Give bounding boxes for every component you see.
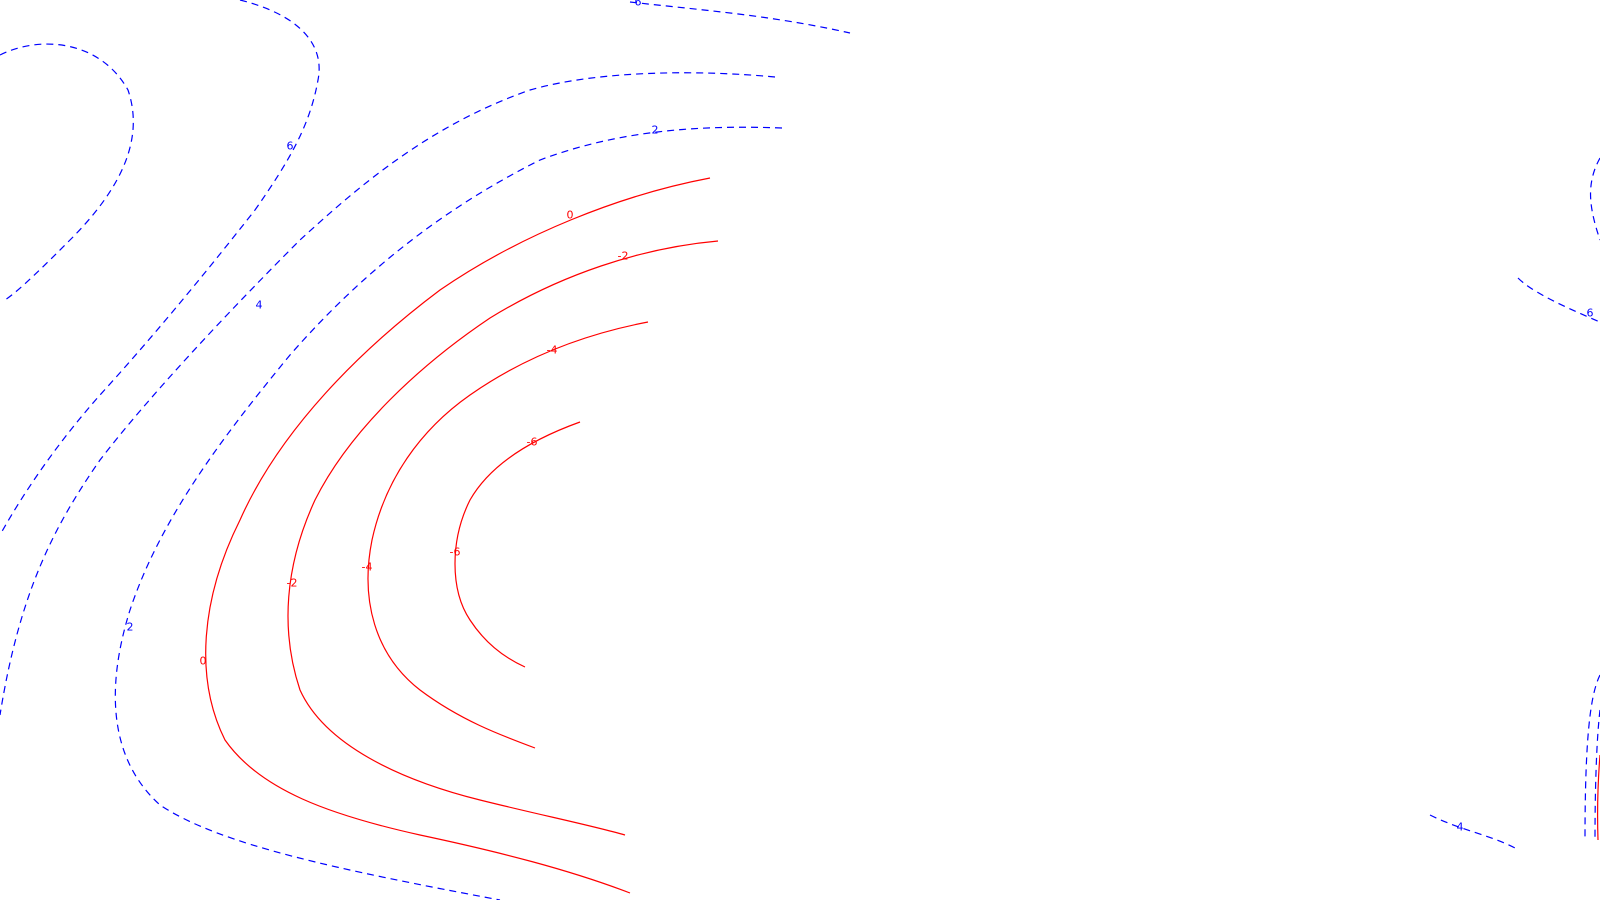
contour-label: -2 <box>287 577 298 590</box>
contour-label: 2 <box>127 621 134 634</box>
contour-labels: 6 6 4 2 2 0 0 -2 -2 -4 -4 -6 -6 6 4 <box>127 0 1594 834</box>
contour-label: 6 <box>635 0 642 9</box>
contour-line <box>1590 157 1600 241</box>
contour-line <box>205 177 711 894</box>
contour-line <box>629 1 851 34</box>
contour-label: -4 <box>547 344 558 357</box>
contour-label: -2 <box>618 250 629 263</box>
contour-line <box>1584 674 1600 841</box>
contour-label: 4 <box>1457 821 1464 834</box>
contour-label: 2 <box>652 124 659 137</box>
contour-line <box>1594 709 1600 841</box>
contour-label: -4 <box>362 561 373 574</box>
contour-label: 0 <box>200 655 207 668</box>
contour-line <box>454 421 581 668</box>
contour-label: 6 <box>287 140 294 153</box>
contour-label: -6 <box>450 546 461 559</box>
contour-line <box>114 126 783 900</box>
contour-line <box>0 72 776 716</box>
contour-line <box>1597 754 1600 841</box>
contour-line <box>287 240 719 836</box>
contour-line <box>0 43 134 301</box>
contour-line <box>0 0 320 536</box>
contour-line <box>367 321 649 749</box>
contour-label: 6 <box>1587 307 1594 320</box>
contour-label: -6 <box>527 436 538 449</box>
contour-label: 0 <box>567 209 574 222</box>
contour-line <box>1429 814 1516 849</box>
contour-line <box>1517 277 1600 323</box>
contour-label: 4 <box>256 299 263 312</box>
